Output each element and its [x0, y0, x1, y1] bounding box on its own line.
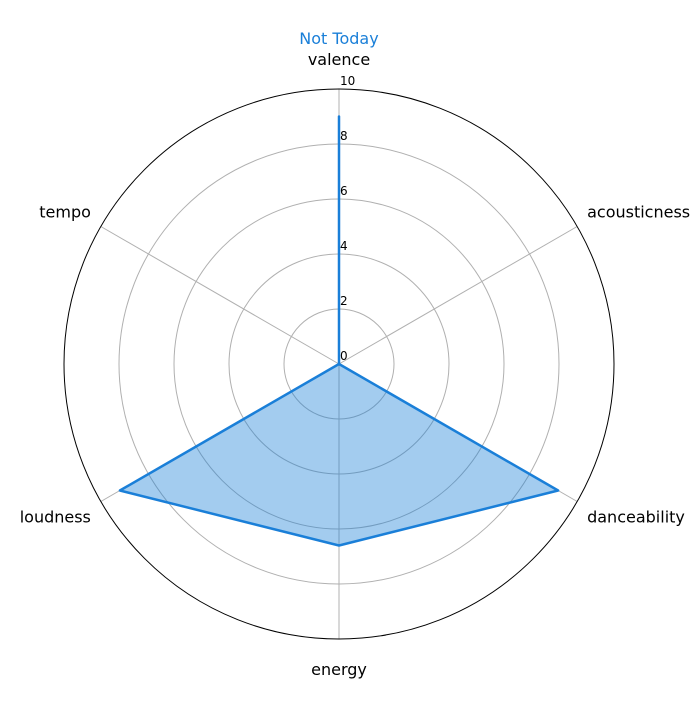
series-area-0	[118, 115, 560, 547]
spoke-tempo	[100, 226, 340, 365]
r-tick-label-0: 0	[340, 349, 348, 363]
r-tick-label-4: 4	[340, 239, 348, 253]
r-tick-label-8: 8	[340, 129, 348, 143]
axis-label-valence: valence	[308, 50, 370, 69]
axis-label-loudness: loudness	[20, 508, 91, 527]
chart-title: Not Today	[299, 29, 378, 48]
r-tick-label-6: 6	[340, 184, 348, 198]
tick-layer: 0 2 4 6 8 10	[340, 74, 355, 363]
outer-ring	[63, 88, 615, 640]
axis-label-danceability: danceability	[587, 508, 685, 527]
axis-label-tempo: tempo	[39, 203, 91, 222]
spoke-acousticness	[338, 226, 578, 365]
data-layer	[118, 115, 560, 547]
r-tick-label-10: 10	[340, 74, 355, 88]
r-tick-label-2: 2	[340, 294, 348, 308]
label-layer: valence acousticness danceability energy lou…	[20, 50, 690, 679]
axis-label-acousticness: acousticness	[587, 203, 690, 222]
axis-label-energy: energy	[311, 660, 367, 679]
